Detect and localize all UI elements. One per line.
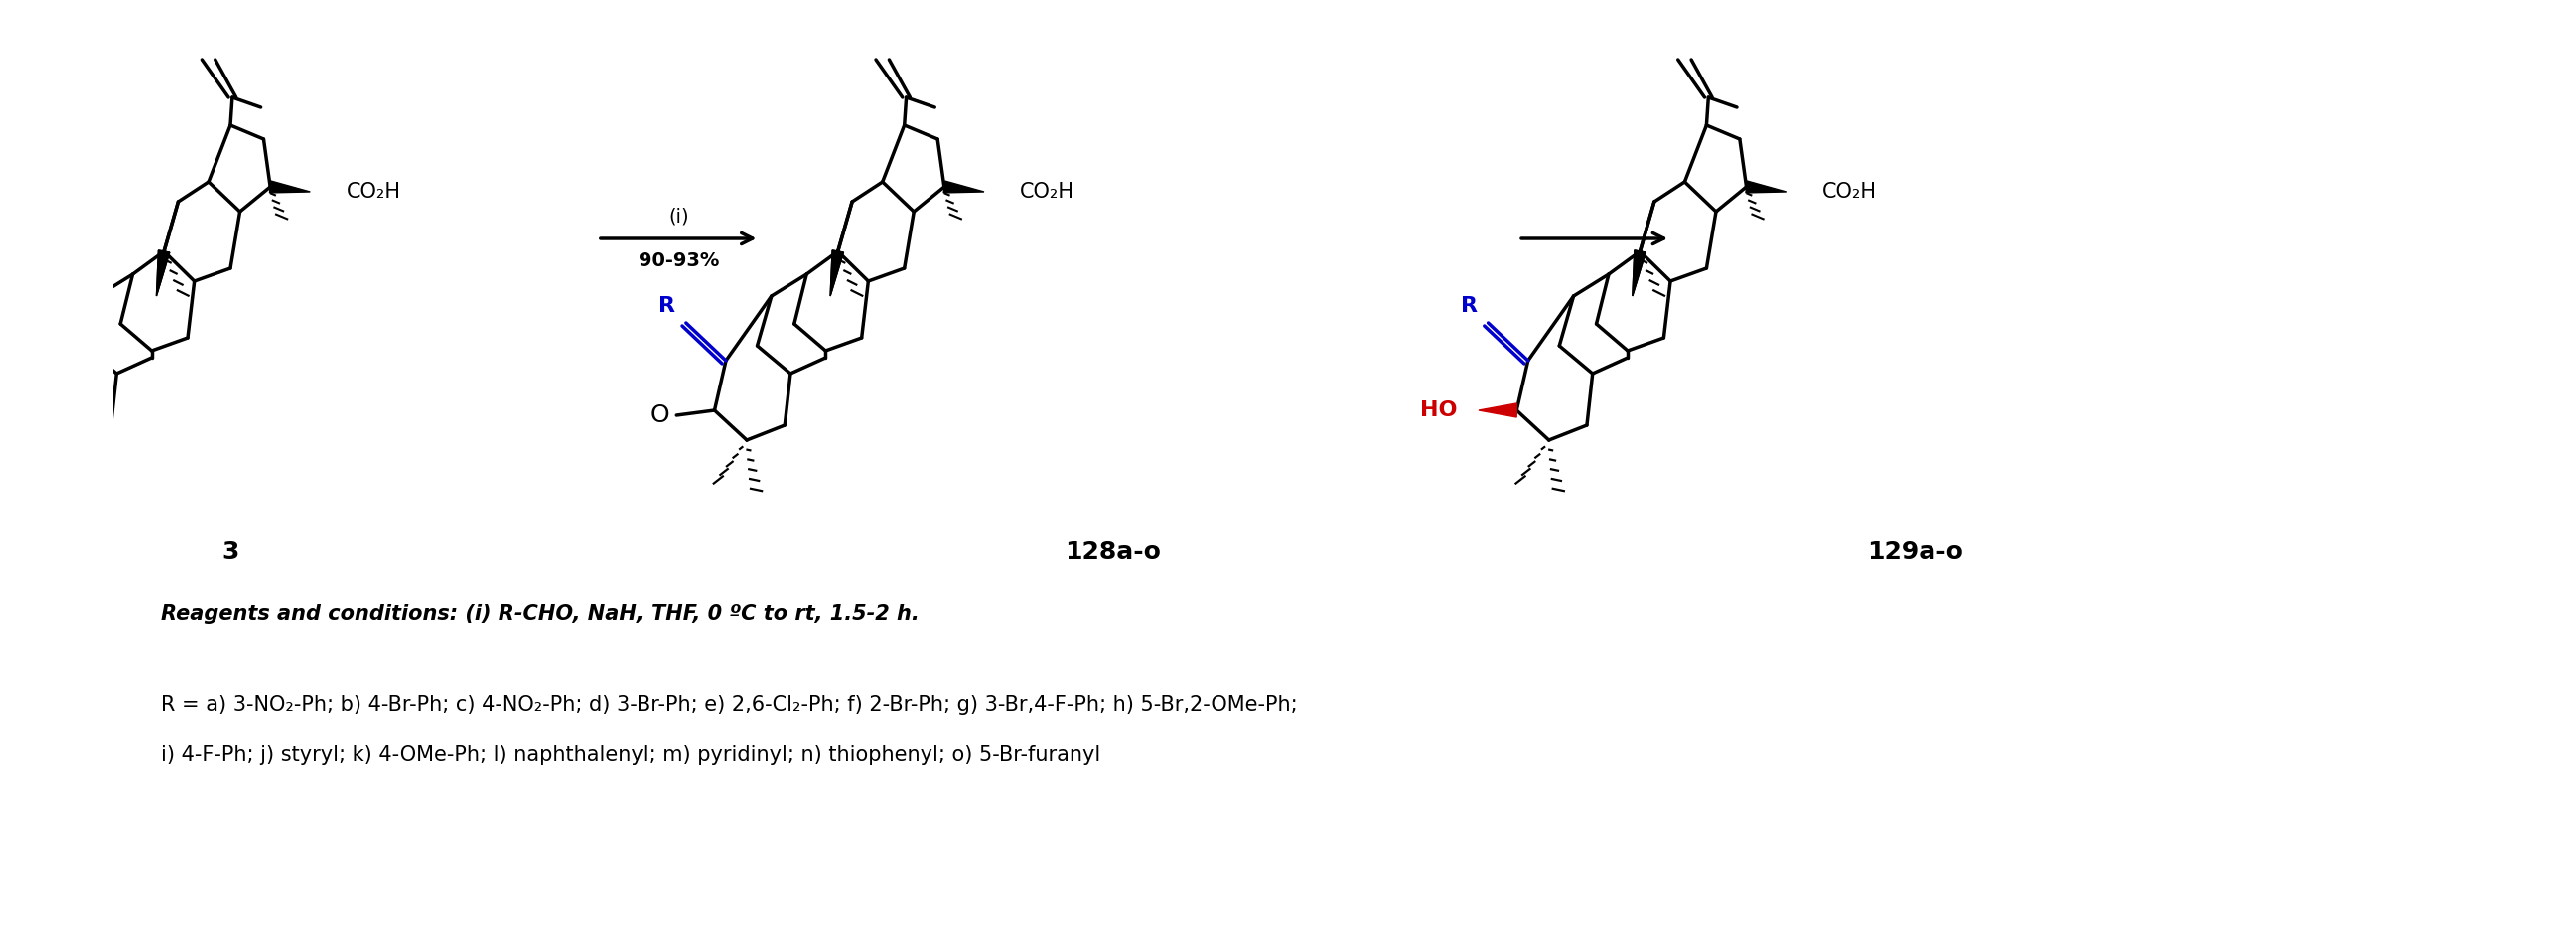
Text: CO₂H: CO₂H (1821, 182, 1878, 202)
Text: 128a-o: 128a-o (1064, 540, 1162, 564)
Text: O: O (649, 403, 670, 427)
Text: CO₂H: CO₂H (345, 182, 402, 202)
Polygon shape (829, 251, 842, 296)
Polygon shape (943, 181, 984, 192)
Polygon shape (1747, 181, 1785, 192)
Text: R: R (659, 296, 675, 316)
Text: R: R (1461, 296, 1479, 316)
Polygon shape (157, 251, 170, 296)
Text: HO: HO (1419, 401, 1458, 420)
Text: R = a) 3-NO₂-Ph; b) 4-Br-Ph; c) 4-NO₂-Ph; d) 3-Br-Ph; e) 2,6-Cl₂-Ph; f) 2-Br-Ph;: R = a) 3-NO₂-Ph; b) 4-Br-Ph; c) 4-NO₂-Ph… (162, 696, 1298, 715)
Text: 90-93%: 90-93% (639, 251, 719, 270)
Polygon shape (1633, 251, 1646, 296)
Text: (i): (i) (667, 207, 688, 226)
Text: Reagents and conditions: (i) R-CHO, NaH, THF, 0 ºC to rt, 1.5-2 h.: Reagents and conditions: (i) R-CHO, NaH,… (162, 604, 920, 624)
Text: i) 4-F-Ph; j) styryl; k) 4-OMe-Ph; l) naphthalenyl; m) pyridinyl; n) thiophenyl;: i) 4-F-Ph; j) styryl; k) 4-OMe-Ph; l) na… (162, 746, 1100, 765)
Text: 3: 3 (222, 540, 240, 564)
Polygon shape (1633, 251, 1646, 296)
Polygon shape (829, 251, 842, 296)
Polygon shape (270, 181, 309, 192)
Polygon shape (1479, 403, 1517, 417)
Text: 129a-o: 129a-o (1868, 540, 1963, 564)
Polygon shape (157, 251, 170, 296)
Text: CO₂H: CO₂H (1020, 182, 1074, 202)
